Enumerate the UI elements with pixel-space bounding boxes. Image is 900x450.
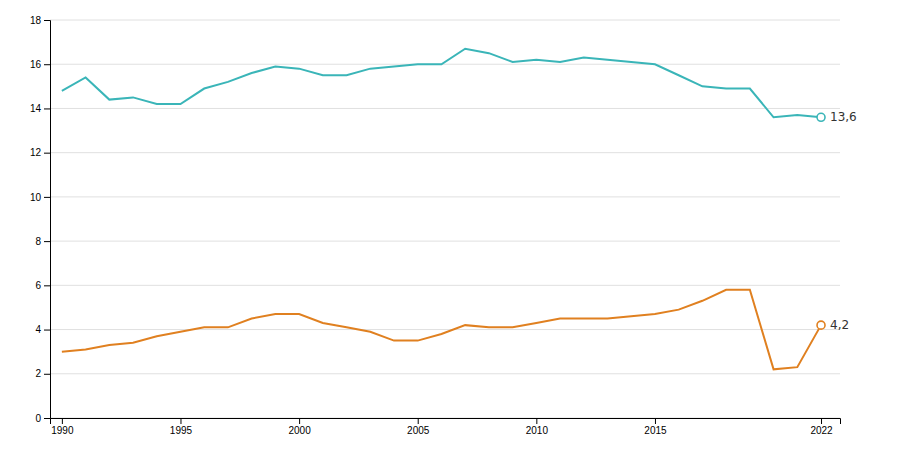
y-tick: 18	[30, 15, 50, 26]
y-tick: 8	[35, 236, 50, 247]
grid-line	[50, 196, 840, 197]
grid-line	[50, 64, 840, 65]
line	[62, 290, 821, 370]
tick-label: 2022	[810, 425, 833, 436]
grid-line	[50, 108, 840, 109]
tick-mark	[44, 330, 50, 331]
x-tick: 2005	[407, 418, 430, 436]
tick-mark	[44, 374, 50, 375]
y-axis: 0 2 4 6 8 10 12 14 16 18	[30, 15, 51, 424]
end-marker	[817, 321, 825, 329]
tick-mark	[62, 418, 63, 424]
x-tick: 2010	[526, 418, 549, 436]
x-axis-line	[51, 419, 841, 425]
line	[62, 49, 821, 118]
tick-mark	[655, 418, 656, 424]
tick-label: 16	[30, 59, 42, 70]
grid-line	[50, 285, 840, 286]
tick-label: 2	[35, 368, 41, 379]
tick-label: 12	[30, 147, 42, 158]
tick-mark	[44, 108, 50, 109]
x-axis: 1990 1995 2000 2005 2010 2015 2022	[51, 418, 841, 436]
tick-mark	[821, 418, 822, 424]
y-tick: 6	[35, 280, 50, 291]
marks	[62, 49, 825, 370]
y-tick: 10	[30, 192, 50, 203]
end-label: 13,6	[830, 110, 857, 124]
tick-mark	[180, 418, 181, 424]
tick-label: 2005	[407, 425, 430, 436]
x-tick: 1995	[170, 418, 193, 436]
tick-mark	[299, 418, 300, 424]
tick-label: 6	[35, 280, 41, 291]
tick-label: 8	[35, 236, 41, 247]
grid-line	[50, 373, 840, 374]
tick-mark	[44, 64, 50, 65]
end-label: 4,2	[830, 318, 849, 332]
tick-label: 1995	[170, 425, 193, 436]
plot: 1990 1995 2000 2005 2010 2015 2022 0 2 4 6 8 10 12 14 1…	[30, 15, 857, 436]
tick-mark	[44, 20, 50, 21]
y-grid	[50, 20, 840, 418]
tick-mark	[44, 153, 50, 154]
y-tick: 2	[35, 368, 50, 379]
annotations: 13,6 4,2	[830, 110, 857, 332]
x-tick: 2000	[288, 418, 311, 436]
tick-label: 1990	[51, 425, 74, 436]
grid-line	[50, 329, 840, 330]
tick-mark	[44, 285, 50, 286]
tick-label: 2015	[644, 425, 667, 436]
y-axis-line	[44, 21, 51, 419]
tick-label: 2010	[526, 425, 549, 436]
y-tick: 4	[35, 324, 50, 335]
tick-label: 0	[35, 413, 41, 424]
grid-line	[50, 20, 840, 21]
grid-line	[50, 152, 840, 153]
x-tick: 2022	[810, 418, 833, 436]
tick-mark	[44, 418, 50, 419]
tick-label: 2000	[288, 425, 311, 436]
grid-line	[50, 241, 840, 242]
end-marker	[817, 113, 825, 121]
y-tick: 12	[30, 147, 50, 158]
tick-label: 14	[30, 103, 42, 114]
y-tick: 16	[30, 59, 50, 70]
y-tick: 14	[30, 103, 50, 114]
x-tick: 1990	[51, 418, 74, 436]
tick-mark	[44, 241, 50, 242]
tick-label: 18	[30, 15, 42, 26]
tick-mark	[44, 197, 50, 198]
x-tick: 2015	[644, 418, 667, 436]
tick-mark	[536, 418, 537, 424]
chart: 1990 1995 2000 2005 2010 2015 2022 0 2 4 6 8 10 12 14 1…	[0, 0, 900, 450]
tick-label: 4	[35, 324, 41, 335]
y-tick: 0	[35, 413, 50, 424]
tick-label: 10	[30, 192, 42, 203]
tick-mark	[418, 418, 419, 424]
